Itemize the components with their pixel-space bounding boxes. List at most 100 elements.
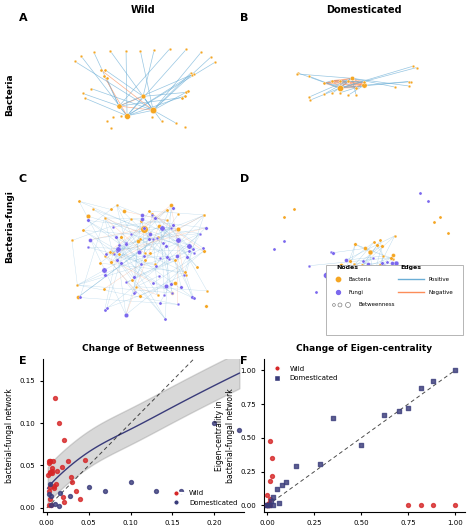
Point (425, 197, 432, 205)
Point (266, 494, 274, 503)
Point (337, 270, 345, 279)
Point (369, 254, 376, 262)
Point (197, 229, 204, 238)
Point (112, 233, 120, 241)
Point (127, 230, 135, 239)
Point (81, 456, 89, 465)
Point (168, 280, 175, 288)
Point (169, 221, 177, 230)
Point (190, 294, 197, 303)
Point (346, 266, 354, 275)
Point (408, 77, 415, 86)
Point (380, 411, 388, 419)
Point (152, 487, 159, 495)
Point (151, 214, 159, 222)
Point (169, 204, 176, 212)
Point (137, 235, 144, 243)
Point (118, 259, 125, 267)
Point (122, 278, 130, 287)
Point (378, 241, 385, 250)
Point (50, 484, 58, 493)
Point (391, 232, 399, 240)
Point (102, 249, 109, 258)
Point (141, 249, 148, 258)
FancyBboxPatch shape (326, 265, 463, 335)
Point (387, 253, 394, 262)
Point (77, 52, 85, 60)
Point (71, 57, 79, 65)
Point (333, 265, 340, 274)
Point (189, 245, 196, 253)
Text: Fungi: Fungi (348, 290, 363, 295)
Point (79, 89, 87, 98)
Point (334, 288, 342, 296)
Point (127, 478, 134, 487)
Point (361, 274, 368, 282)
Point (173, 252, 181, 260)
Point (392, 259, 400, 267)
Point (107, 205, 114, 214)
Point (344, 91, 352, 99)
Point (163, 252, 171, 261)
Point (140, 252, 148, 260)
Point (280, 237, 288, 246)
Point (154, 291, 162, 299)
Point (160, 290, 168, 299)
Point (114, 244, 122, 253)
Point (347, 291, 355, 300)
Point (120, 207, 128, 215)
Point (76, 293, 84, 301)
Point (172, 119, 180, 127)
Point (134, 237, 142, 246)
Point (405, 77, 412, 86)
Point (56, 489, 64, 497)
Point (193, 263, 201, 271)
Point (323, 275, 330, 284)
Point (155, 271, 163, 280)
Point (328, 77, 336, 85)
Text: E: E (18, 356, 26, 366)
Point (352, 91, 360, 99)
Point (270, 245, 277, 253)
Point (73, 487, 80, 495)
Point (45, 501, 53, 510)
Point (146, 230, 154, 239)
Point (264, 501, 271, 510)
Point (437, 213, 444, 221)
Point (265, 501, 273, 510)
Text: B: B (239, 13, 248, 23)
Point (266, 477, 274, 485)
Point (380, 261, 387, 270)
Point (101, 251, 109, 260)
Point (47, 501, 55, 510)
Point (103, 74, 110, 82)
Point (293, 70, 301, 78)
Point (106, 46, 114, 55)
Point (146, 249, 154, 257)
Point (344, 301, 352, 309)
Point (46, 479, 54, 488)
Point (198, 48, 205, 56)
Point (290, 205, 298, 213)
Point (266, 501, 273, 510)
Point (395, 407, 402, 415)
Point (45, 487, 52, 495)
Point (103, 304, 110, 312)
Y-axis label: Betweenness in
bacterial-fungal network: Betweenness in bacterial-fungal network (0, 389, 14, 483)
Point (350, 260, 357, 268)
Point (429, 377, 437, 385)
Point (185, 247, 193, 256)
Legend: Wild, Domesticated: Wild, Domesticated (267, 363, 340, 384)
Point (342, 256, 349, 265)
Point (165, 254, 173, 263)
Point (182, 270, 190, 279)
Point (184, 87, 192, 96)
Point (74, 293, 82, 301)
Point (379, 259, 386, 267)
Point (60, 436, 67, 444)
Point (336, 77, 344, 85)
Title: Domesticated: Domesticated (326, 5, 402, 15)
Point (150, 46, 158, 54)
Point (177, 283, 185, 291)
Point (68, 236, 76, 244)
